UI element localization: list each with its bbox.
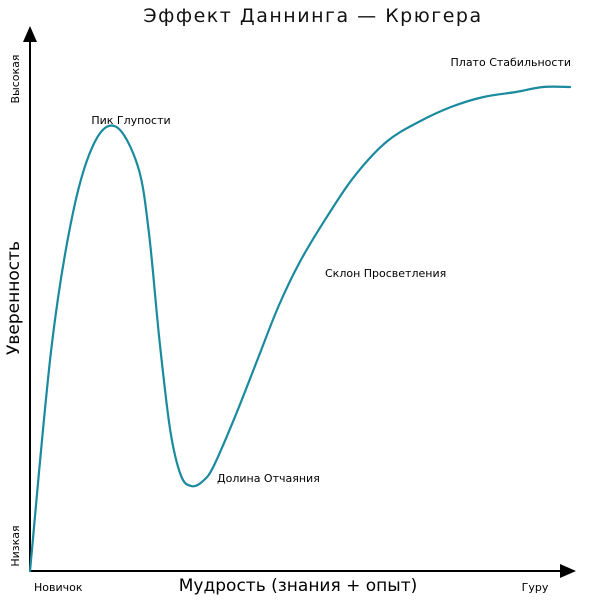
y-tick-low: Низкая (9, 525, 22, 566)
y-tick-high: Высокая (9, 54, 22, 103)
annotation-peak: Пик Глупости (91, 114, 170, 127)
x-axis-label: Мудрость (знания + опыт) (179, 576, 417, 596)
annotation-valley: Долина Отчаяния (217, 472, 320, 485)
y-axis-label: Уверенность (4, 241, 24, 355)
x-axis-arrowhead (560, 564, 576, 578)
y-axis-arrowhead (23, 26, 37, 42)
annotation-plateau: Плато Стабильности (451, 56, 571, 69)
annotation-slope: Склон Просветления (325, 267, 446, 280)
confidence-curve (28, 85, 572, 573)
x-tick-end: Гуру (522, 581, 549, 594)
x-tick-start: Новичок (34, 581, 83, 594)
diagram-title: Эффект Даннинга — Крюгера (143, 5, 482, 27)
